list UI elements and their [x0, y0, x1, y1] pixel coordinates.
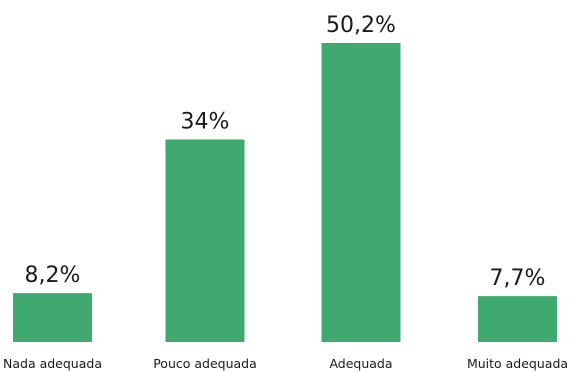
- bar-2: [321, 43, 401, 342]
- category-label-3: Muito adequada: [467, 356, 568, 371]
- bar-1: [165, 139, 245, 342]
- bar-3: [478, 296, 557, 342]
- value-label-3: 7,7%: [490, 266, 546, 291]
- value-label-1: 34%: [181, 109, 230, 134]
- bar-0: [13, 293, 92, 342]
- category-label-0: Nada adequada: [3, 356, 102, 371]
- value-label-0: 8,2%: [25, 263, 81, 288]
- category-label-1: Pouco adequada: [153, 356, 257, 371]
- category-label-2: Adequada: [329, 356, 392, 371]
- value-label-2: 50,2%: [326, 13, 396, 38]
